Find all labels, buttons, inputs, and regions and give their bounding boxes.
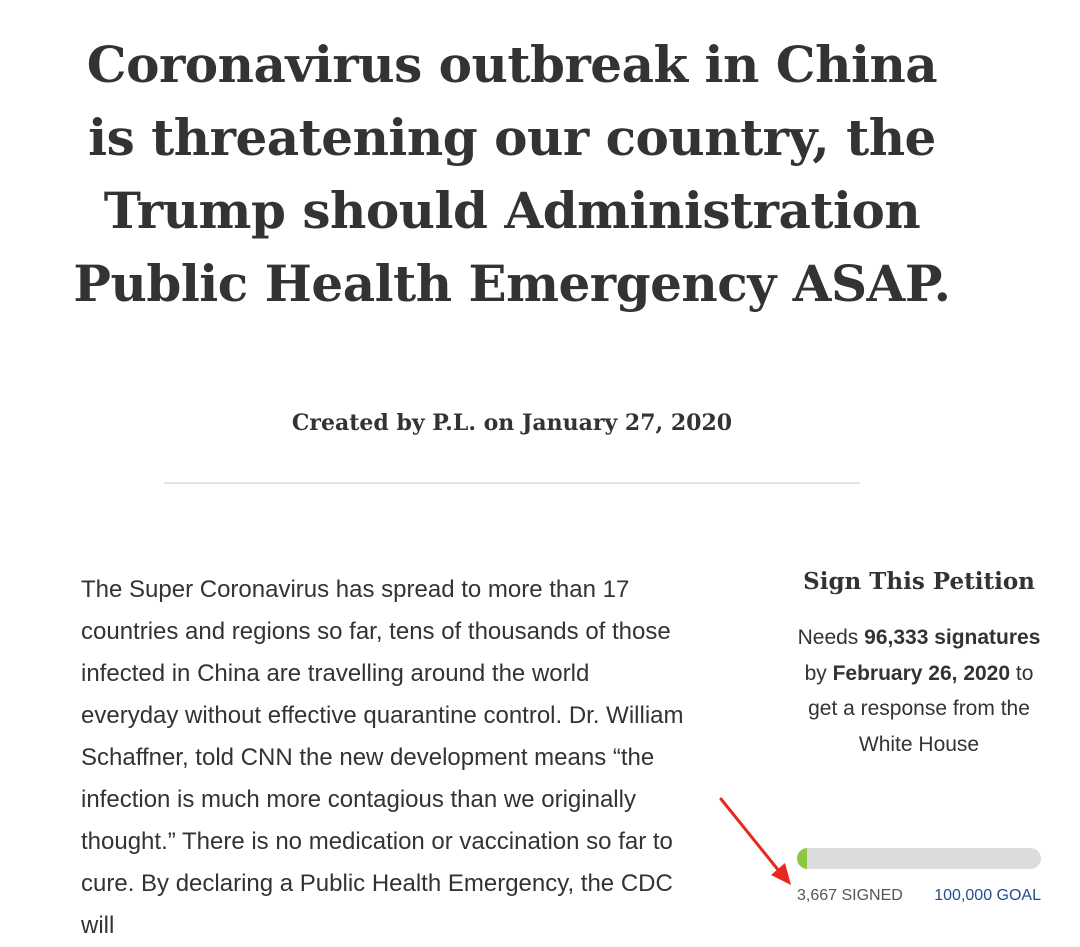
petition-byline: Created by P.L. on January 27, 2020 <box>291 410 733 436</box>
signature-progress-fill <box>797 848 807 869</box>
divider <box>164 482 860 484</box>
sign-petition-heading: Sign This Petition <box>803 568 1035 595</box>
needs-suffix: to get a response from the White House <box>808 661 1034 756</box>
needs-by: by <box>804 661 833 685</box>
needs-prefix: Needs <box>797 626 865 649</box>
needs-deadline: February 26, 2020 <box>832 661 1011 685</box>
petition-title: Coronavirus outbreak in China is threate… <box>73 35 951 313</box>
sign-petition-panel: Sign This Petition Needs 96,333 signatur… <box>790 560 1048 762</box>
goal-count[interactable]: 100,000 GOAL <box>934 887 1041 904</box>
signatures-needed-text: Needs 96,333 signatures by February 26, … <box>790 620 1048 762</box>
needs-count: 96,333 signatures <box>864 626 1041 649</box>
petition-body: The Super Coronavirus has spread to more… <box>81 576 684 939</box>
red-arrow-icon <box>719 797 791 885</box>
signed-count: 3,667 SIGNED <box>797 887 903 904</box>
signature-progress-bar <box>797 848 1041 869</box>
